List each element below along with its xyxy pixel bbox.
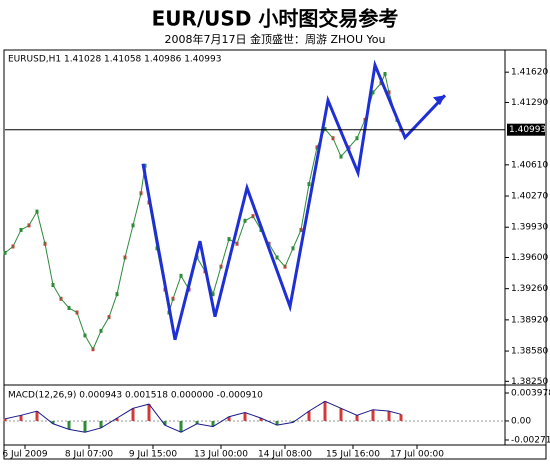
- y-tick-label: 1.38580: [511, 347, 548, 357]
- macd-bar: [211, 420, 215, 427]
- macd-bar: [99, 420, 103, 428]
- price-title: EURUSD,H1 1.41028 1.41058 1.40986 1.4099…: [8, 55, 221, 65]
- macd-bar: [19, 415, 23, 421]
- y-tick-label: -0.00271: [511, 435, 550, 445]
- macd-bar: [355, 415, 359, 421]
- macd-bar: [371, 409, 375, 421]
- last-price-label: 1.40993: [509, 125, 546, 135]
- page-subtitle: 2008年7月17日 金顶盛世：周游 ZHOU You: [165, 32, 386, 46]
- macd-bar: [275, 420, 279, 426]
- x-tick-label: 8 Jul 07:00: [65, 450, 114, 460]
- macd-bar: [399, 414, 403, 421]
- pattern-line: [141, 59, 447, 341]
- y-tick-label: 1.39930: [511, 223, 548, 233]
- macd-bar: [115, 418, 119, 421]
- y-tick-label: 1.38920: [511, 315, 548, 325]
- x-tick-label: 9 Jul 15:00: [129, 450, 178, 460]
- macd-bar: [259, 418, 263, 421]
- y-tick-label: 0.003978: [511, 389, 550, 399]
- macd-bar: [163, 420, 167, 426]
- y-tick-label: 1.38250: [511, 377, 548, 387]
- macd-bar: [131, 408, 135, 421]
- macd-bar: [35, 411, 39, 421]
- y-tick-label: 1.40610: [511, 160, 548, 170]
- macd-bar: [51, 420, 55, 424]
- y-tick-label: 0.00: [511, 416, 531, 426]
- macd-bar: [307, 411, 311, 421]
- macd-bar: [179, 420, 183, 433]
- page-title: EUR/USD 小时图交易参考: [152, 7, 399, 31]
- x-tick-label: 15 Jul 16:00: [326, 450, 380, 460]
- macd-bar: [147, 404, 151, 421]
- macd-line: [4, 400, 402, 433]
- y-tick-label: 1.41620: [511, 68, 548, 78]
- macd-bar: [67, 420, 71, 430]
- macd-bar: [3, 418, 7, 421]
- macd-bar: [195, 420, 199, 424]
- y-tick-label: 1.41290: [511, 98, 548, 108]
- pattern-arrowhead: [433, 95, 445, 106]
- macd-bar: [243, 412, 247, 421]
- macd-bar: [291, 420, 295, 423]
- price-line: [4, 72, 402, 351]
- x-tick-label: 6 Jul 2009: [2, 450, 47, 460]
- macd-bar: [83, 420, 87, 433]
- x-tick-label: 14 Jul 08:00: [258, 450, 312, 460]
- macd-bar: [227, 416, 231, 421]
- y-tick-label: 1.39260: [511, 284, 548, 294]
- x-tick-label: 17 Jul 00:00: [390, 450, 444, 460]
- last-price-box: [507, 123, 545, 136]
- macd-bar: [323, 401, 327, 421]
- y-tick-label: 1.39600: [511, 253, 548, 263]
- macd-bar: [339, 408, 343, 421]
- macd-bar: [387, 411, 391, 421]
- macd-title: MACD(12,26,9) 0.000943 0.001518 0.000000…: [8, 391, 263, 401]
- y-tick-label: 1.40270: [511, 192, 548, 202]
- x-tick-label: 13 Jul 00:00: [194, 450, 248, 460]
